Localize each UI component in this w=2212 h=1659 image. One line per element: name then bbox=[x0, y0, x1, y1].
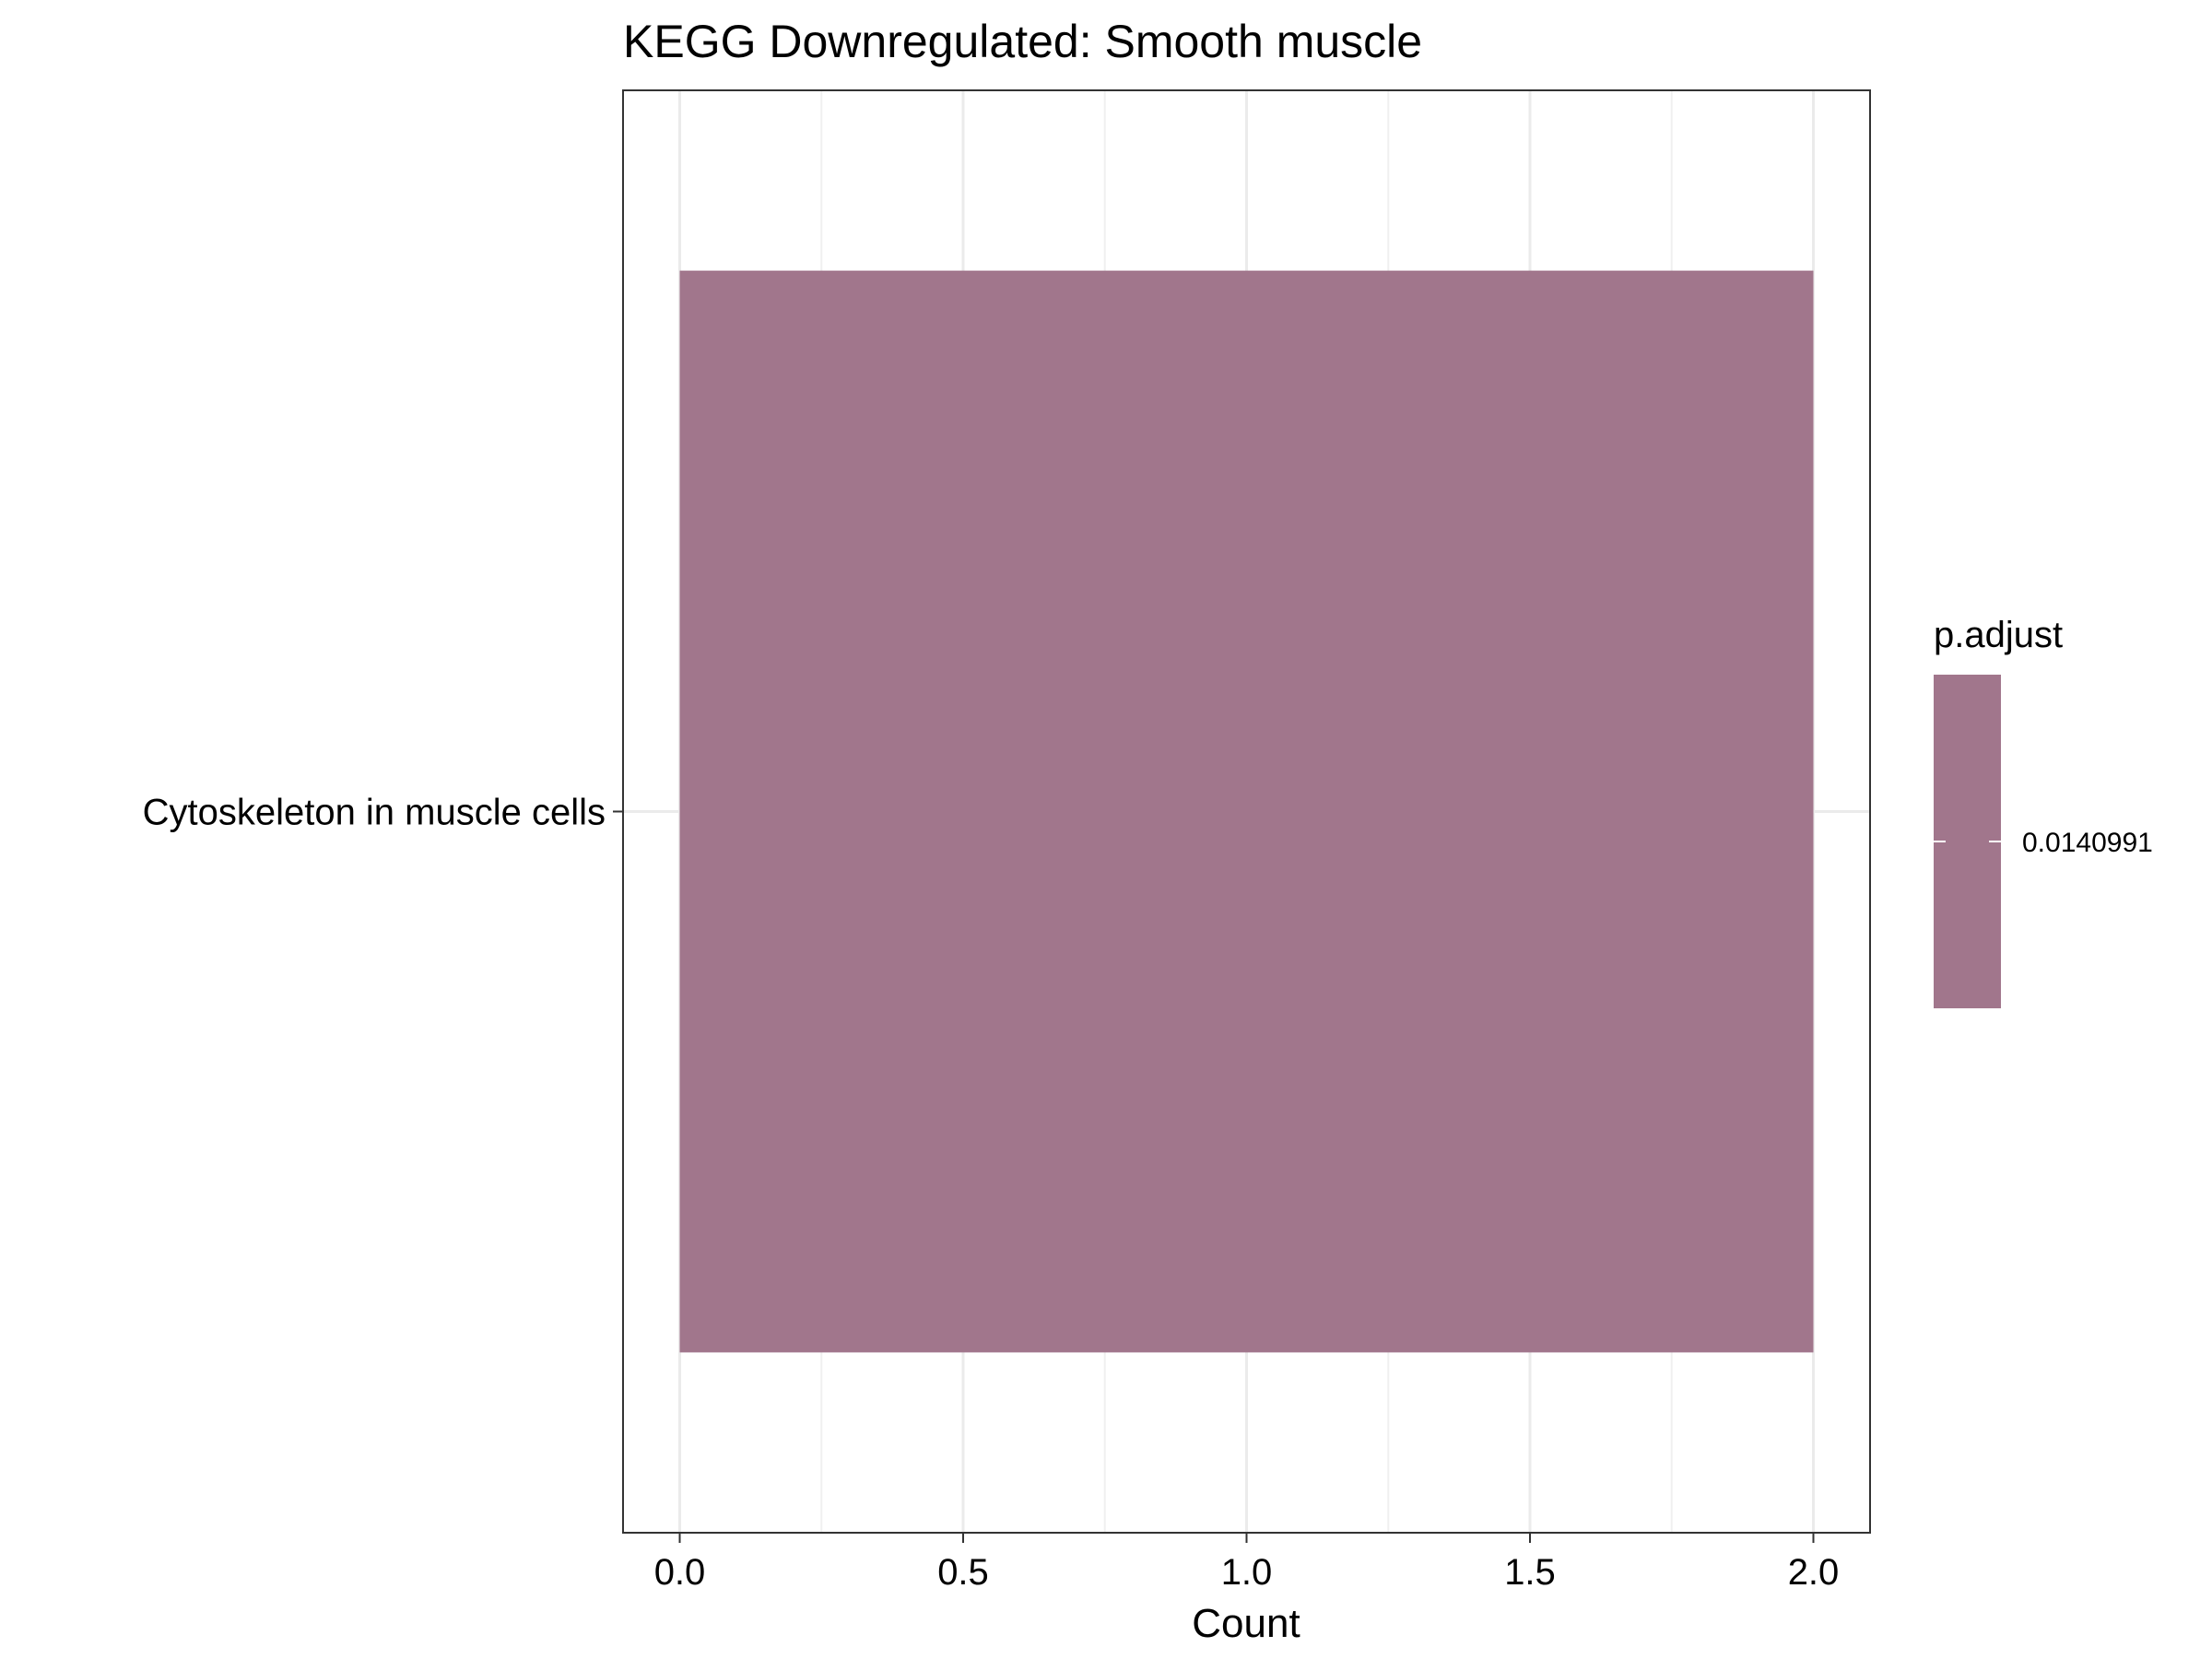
y-tick-label: Cytoskeleton in muscle cells bbox=[143, 793, 606, 833]
x-tick-label: 1.5 bbox=[1504, 1552, 1556, 1593]
x-tick-label: 0.5 bbox=[937, 1552, 989, 1593]
y-axis: Cytoskeleton in muscle cells bbox=[143, 793, 623, 833]
bars bbox=[679, 270, 1814, 1353]
legend: p.adjust 0.0140991 bbox=[1934, 615, 2153, 1008]
x-axis-title: Count bbox=[1192, 1601, 1300, 1646]
legend-ticks: 0.0140991 bbox=[1934, 828, 2153, 858]
x-axis: 0.0 0.5 1.0 1.5 2.0 bbox=[654, 1533, 1840, 1593]
legend-title: p.adjust bbox=[1934, 615, 2063, 655]
x-tick-label: 2.0 bbox=[1788, 1552, 1840, 1593]
legend-label: 0.0140991 bbox=[2022, 828, 2153, 858]
plot-panel bbox=[622, 89, 1871, 1534]
bar bbox=[679, 270, 1814, 1353]
x-tick-label: 0.0 bbox=[654, 1552, 706, 1593]
chart-title: KEGG Downregulated: Smooth muscle bbox=[623, 16, 1422, 67]
x-tick-label: 1.0 bbox=[1221, 1552, 1273, 1593]
